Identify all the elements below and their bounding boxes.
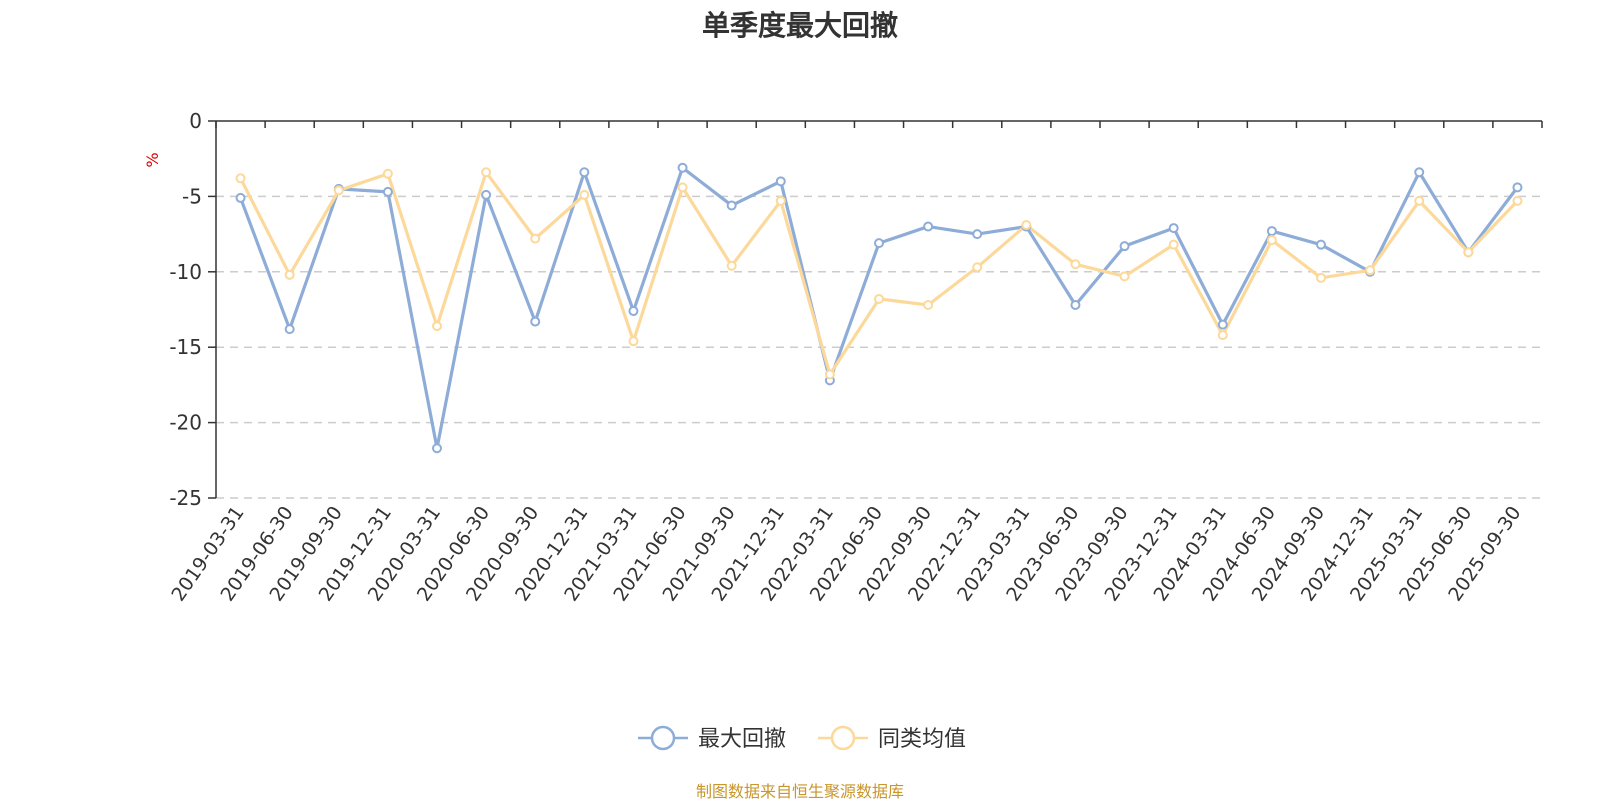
y-tick-labels: 0 -5 -10 -15 -20 -25 — [169, 109, 202, 510]
series-line-1 — [239, 170, 1519, 376]
data-point[interactable] — [530, 233, 541, 244]
y-tick-label: -25 — [169, 486, 202, 510]
data-point[interactable] — [775, 195, 786, 206]
data-point[interactable] — [874, 238, 884, 249]
data-point[interactable] — [628, 336, 639, 347]
data-point[interactable] — [1021, 220, 1032, 231]
axes — [208, 120, 1543, 499]
data-point[interactable] — [824, 369, 835, 380]
data-point[interactable] — [972, 229, 983, 240]
data-point[interactable] — [235, 192, 246, 203]
legend-marker — [830, 725, 856, 751]
data-point[interactable] — [1316, 272, 1326, 283]
y-tick-label: -20 — [169, 411, 202, 435]
data-point[interactable] — [481, 167, 492, 178]
y-tick-label: -5 — [182, 184, 202, 208]
data-point[interactable] — [1217, 330, 1228, 341]
data-point[interactable] — [775, 176, 786, 187]
y-tick-label: -15 — [169, 335, 202, 359]
data-point[interactable] — [235, 173, 246, 184]
gridlines — [216, 195, 1542, 499]
data-point[interactable] — [923, 299, 934, 310]
data-point[interactable] — [1414, 167, 1425, 178]
data-point[interactable] — [874, 293, 884, 304]
data-point[interactable] — [1414, 195, 1425, 206]
data-point[interactable] — [1463, 247, 1474, 258]
data-point[interactable] — [284, 269, 295, 280]
data-point[interactable] — [284, 324, 295, 335]
legend-item-1[interactable]: 同类均值 — [818, 725, 966, 752]
y-axis-label: % — [143, 152, 162, 167]
data-point[interactable] — [579, 167, 590, 178]
data-point[interactable] — [481, 189, 492, 200]
data-point[interactable] — [628, 306, 639, 317]
legend-label: 同类均值 — [878, 727, 966, 752]
data-point[interactable] — [972, 262, 983, 273]
data-point[interactable] — [432, 443, 442, 454]
series-lines — [235, 162, 1523, 454]
data-point[interactable] — [677, 162, 688, 173]
data-point[interactable] — [1119, 271, 1130, 282]
data-point[interactable] — [1365, 265, 1376, 276]
data-point[interactable] — [1119, 241, 1130, 252]
data-point[interactable] — [1217, 319, 1228, 330]
x-tick-labels: 2019-03-312019-06-302019-09-302019-12-31… — [167, 502, 1525, 605]
data-point[interactable] — [1168, 223, 1179, 234]
data-point[interactable] — [726, 200, 737, 211]
legend-label: 最大回撤 — [698, 727, 786, 752]
legend-marker — [650, 725, 676, 751]
data-point[interactable] — [382, 186, 393, 197]
data-point[interactable] — [1266, 226, 1277, 237]
data-point[interactable] — [1266, 235, 1277, 246]
source-note: 制图数据来自恒生聚源数据库 — [695, 782, 904, 801]
data-point[interactable] — [382, 168, 393, 179]
legend: 最大回撤 同类均值 — [638, 725, 966, 752]
y-tick-label: -10 — [169, 260, 202, 284]
legend-item-0[interactable]: 最大回撤 — [638, 725, 786, 752]
chart-title: 单季度最大回撤 — [701, 9, 898, 42]
data-point[interactable] — [1512, 195, 1523, 206]
data-point[interactable] — [923, 221, 934, 232]
data-point[interactable] — [579, 189, 590, 200]
data-point[interactable] — [530, 316, 541, 327]
data-point[interactable] — [432, 321, 442, 332]
data-point[interactable] — [1168, 239, 1179, 250]
y-tick-label: 0 — [189, 109, 202, 133]
data-point[interactable] — [726, 260, 737, 271]
data-point[interactable] — [1070, 299, 1081, 310]
data-point[interactable] — [1070, 259, 1081, 270]
data-point[interactable] — [1316, 239, 1326, 250]
data-point[interactable] — [333, 185, 344, 196]
data-point[interactable] — [677, 182, 688, 193]
data-point[interactable] — [1512, 182, 1523, 193]
